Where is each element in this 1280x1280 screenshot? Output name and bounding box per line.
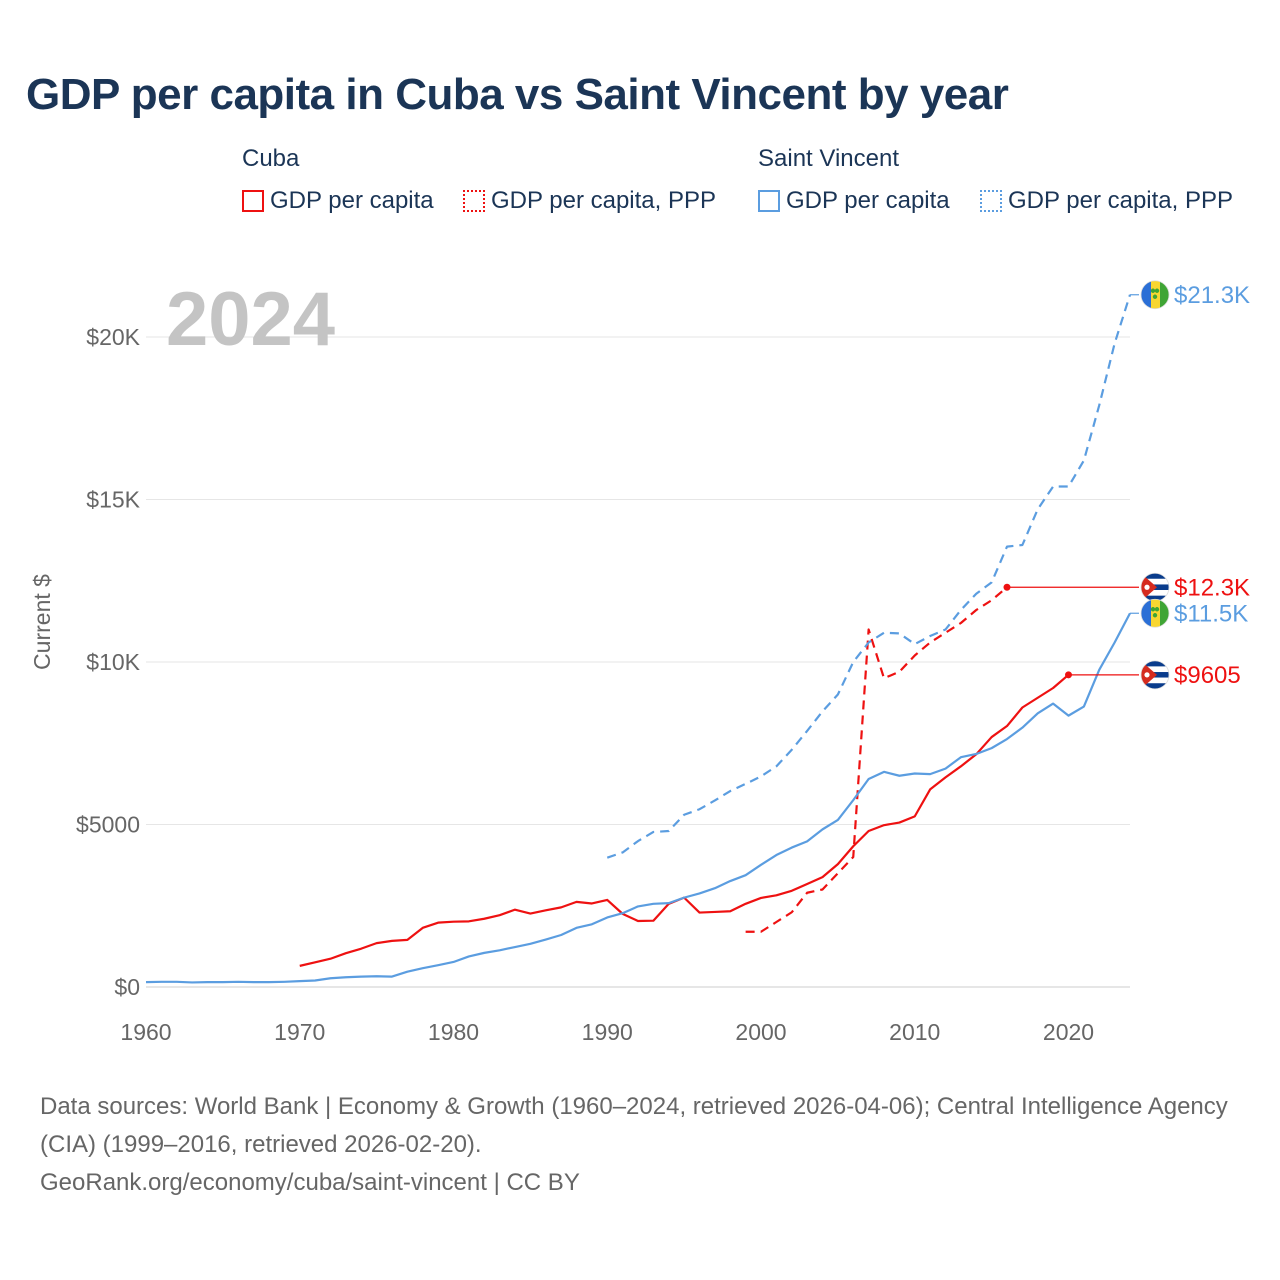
flag-stripe [1141, 683, 1169, 689]
series-line-saint_vincent-solid [145, 612, 1131, 984]
flag-stripe [1141, 590, 1169, 596]
legend-label: GDP per capita, PPP [491, 187, 716, 214]
flag-diamond [1150, 607, 1156, 612]
y-axis-label: Current $ [29, 574, 55, 670]
flag-diamond [1154, 288, 1160, 293]
y-tick-label: $10K [86, 649, 140, 675]
flag-band-blue [1141, 599, 1151, 628]
x-tick-label: 2000 [735, 1019, 786, 1045]
flag-stripe [1141, 677, 1169, 684]
flag-stripe [1141, 666, 1169, 673]
legend-group-saint-vincent: Saint Vincent [758, 145, 899, 172]
legend-item-saint-vincent-gdp-ppp[interactable]: GDP per capita, PPP [980, 187, 1233, 215]
cuba-flag-icon [1140, 660, 1170, 690]
flag-stripe [1141, 573, 1169, 579]
legend-item-cuba-gdp[interactable]: GDP per capita [242, 187, 434, 215]
saint-vincent-flag-icon [1140, 280, 1170, 310]
cuba-flag-icon [1140, 572, 1170, 602]
x-tick-label: 1970 [274, 1019, 325, 1045]
x-tick-label: 2010 [889, 1019, 940, 1045]
series-line-cuba-solid [299, 674, 1070, 967]
line-chart: $0 $5000 $10K $15K $20K 1960 1970 1980 1990 2000 2… [29, 277, 1250, 1045]
series-line-saint_vincent-dashed [606, 294, 1132, 859]
y-tick-label: $15K [86, 487, 140, 513]
flag-band-blue [1141, 280, 1151, 309]
flag-diamond [1150, 288, 1156, 293]
end-value-label: $12.3K [1174, 574, 1250, 601]
y-tick-label: $0 [114, 974, 140, 1000]
legend-label: GDP per capita [786, 187, 950, 214]
legend-group-cuba: Cuba [242, 145, 300, 172]
flag-body [1141, 599, 1169, 628]
legend-swatch-dotted-blue [980, 190, 1002, 212]
flag-diamond [1152, 613, 1158, 618]
y-tick-label: $20K [86, 324, 140, 350]
end-value-label: $11.5K [1174, 600, 1248, 627]
flag-body [1141, 660, 1169, 689]
source-line-2: GeoRank.org/economy/cuba/saint-vincent |… [40, 1169, 580, 1196]
saint-vincent-flag-icon [1140, 598, 1170, 628]
data-source: Data sources: World Bank | Economy & Gro… [40, 1088, 1240, 1202]
flag-star [1144, 672, 1150, 678]
legend-item-cuba-gdp-ppp[interactable]: GDP per capita, PPP [463, 187, 716, 215]
flag-body [1141, 573, 1169, 602]
end-value-label: $9605 [1174, 662, 1241, 689]
flag-diamond [1152, 294, 1158, 299]
legend-item-saint-vincent-gdp[interactable]: GDP per capita [758, 187, 950, 215]
x-tick-label: 1960 [120, 1019, 171, 1045]
flag-body [1141, 280, 1169, 309]
legend-swatch-solid-blue [758, 190, 780, 212]
x-tick-label: 1980 [428, 1019, 479, 1045]
legend-label: GDP per capita, PPP [1008, 187, 1233, 214]
y-tick-label: $5000 [76, 812, 140, 838]
source-line-1: Data sources: World Bank | Economy & Gro… [40, 1093, 1228, 1158]
end-value-label: $21.3K [1174, 282, 1250, 309]
flag-diamond [1154, 607, 1160, 612]
flag-outline [1140, 280, 1170, 310]
flag-band-green [1160, 599, 1169, 628]
year-label: 2024 [166, 277, 335, 362]
flag-outline [1140, 660, 1170, 690]
legend-swatch-solid-red [242, 190, 264, 212]
legend-label: GDP per capita [270, 187, 434, 214]
flag-star [1144, 584, 1150, 590]
flag-stripe [1141, 578, 1169, 585]
x-tick-label: 1990 [582, 1019, 633, 1045]
flag-stripe [1141, 595, 1169, 602]
series-line-cuba-dashed [745, 586, 1008, 933]
flag-band-green [1160, 280, 1169, 309]
x-tick-label: 2020 [1043, 1019, 1094, 1045]
flag-stripe [1141, 660, 1169, 667]
chart-title: GDP per capita in Cuba vs Saint Vincent … [26, 70, 1009, 119]
legend-swatch-dotted-red [463, 190, 485, 212]
flag-outline [1140, 598, 1170, 628]
